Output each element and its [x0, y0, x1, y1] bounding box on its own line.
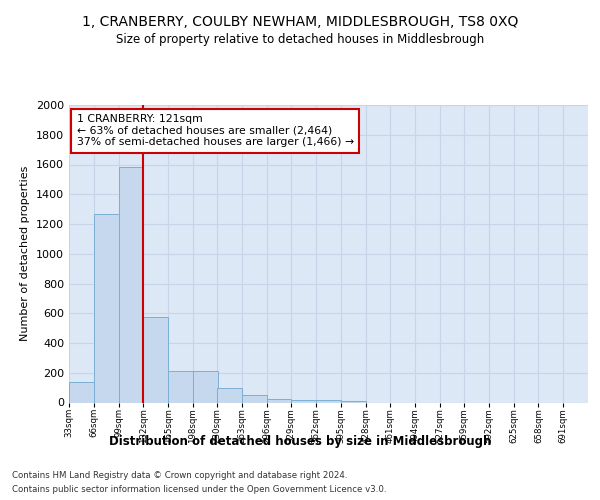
Text: Size of property relative to detached houses in Middlesbrough: Size of property relative to detached ho…	[116, 34, 484, 46]
Bar	[316, 400, 341, 402]
Bar	[217, 388, 242, 402]
Bar	[119, 168, 143, 402]
Bar	[292, 400, 316, 402]
Bar	[94, 214, 119, 402]
Text: Contains HM Land Registry data © Crown copyright and database right 2024.: Contains HM Land Registry data © Crown c…	[12, 472, 347, 480]
Bar	[341, 401, 365, 402]
Bar	[168, 370, 193, 402]
Text: 1, CRANBERRY, COULBY NEWHAM, MIDDLESBROUGH, TS8 0XQ: 1, CRANBERRY, COULBY NEWHAM, MIDDLESBROU…	[82, 16, 518, 30]
Text: 1 CRANBERRY: 121sqm
← 63% of detached houses are smaller (2,464)
37% of semi-det: 1 CRANBERRY: 121sqm ← 63% of detached ho…	[77, 114, 354, 147]
Y-axis label: Number of detached properties: Number of detached properties	[20, 166, 31, 342]
Bar	[242, 395, 266, 402]
Bar	[143, 317, 168, 402]
Bar	[266, 399, 292, 402]
Bar	[193, 370, 218, 402]
Text: Contains public sector information licensed under the Open Government Licence v3: Contains public sector information licen…	[12, 486, 386, 494]
Bar	[69, 382, 94, 402]
Text: Distribution of detached houses by size in Middlesbrough: Distribution of detached houses by size …	[109, 434, 491, 448]
